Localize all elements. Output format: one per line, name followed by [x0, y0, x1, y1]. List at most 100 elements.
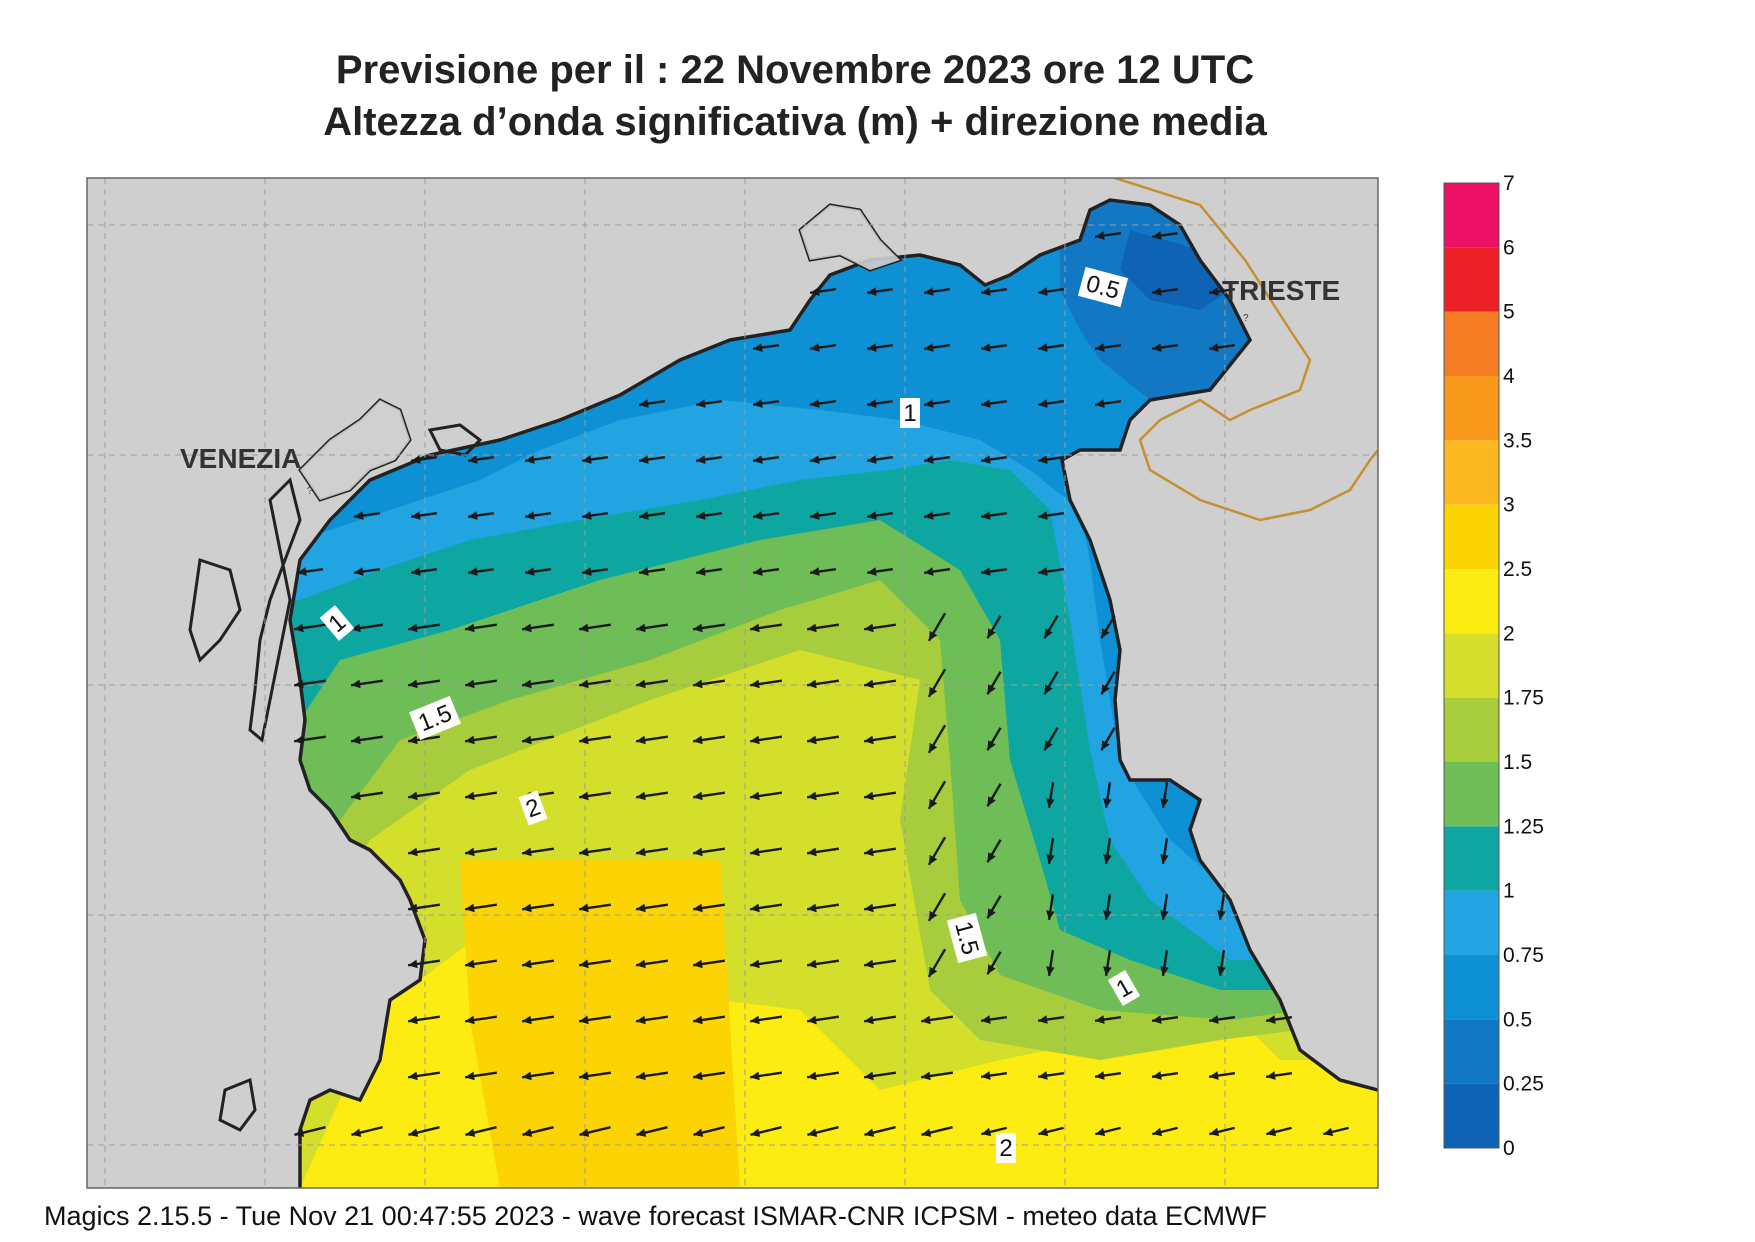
- wave-arrow: [806, 1071, 840, 1081]
- wave-arrow: [581, 511, 609, 520]
- wave-arrow: [524, 455, 552, 464]
- wave-arrow: [1037, 455, 1065, 464]
- wave-arrow: [1152, 1126, 1178, 1137]
- wave-arrow: [923, 567, 951, 576]
- wave-arrow: [1094, 231, 1122, 240]
- wave-arrow: [524, 511, 552, 520]
- wave-arrow: [692, 903, 726, 913]
- wave-arrow: [927, 612, 947, 642]
- wave-arrow: [1265, 1071, 1293, 1080]
- wave-arrow: [464, 679, 498, 689]
- wave-direction-arrows: [293, 231, 1349, 1137]
- colorbar-swatch: [1444, 955, 1499, 1020]
- wave-arrow: [693, 1126, 725, 1137]
- wave-arrow: [578, 847, 612, 857]
- wave-arrow: [809, 511, 837, 520]
- contour-label: 1: [903, 400, 916, 427]
- wave-arrow: [695, 511, 723, 520]
- wave-arrow: [1046, 781, 1055, 809]
- wave-arrow: [980, 399, 1008, 408]
- wave-arrow: [1046, 893, 1055, 921]
- wave-arrow: [521, 1071, 555, 1081]
- wave-arrow: [863, 903, 897, 913]
- wave-arrow: [581, 455, 609, 464]
- wave-arrow: [578, 959, 612, 969]
- contour-label: 2: [999, 1135, 1012, 1162]
- wave-arrow: [980, 287, 1008, 296]
- wave-arrow: [986, 727, 1002, 751]
- wave-arrow: [464, 1015, 498, 1025]
- wave-arrow: [465, 1126, 497, 1137]
- colorbar-tick-label: 3.5: [1503, 429, 1532, 452]
- wave-arrow: [1103, 893, 1112, 921]
- map-frame: [86, 177, 1379, 1189]
- wave-arrow: [1037, 399, 1065, 408]
- wave-arrow: [578, 1015, 612, 1025]
- wave-arrow: [521, 623, 555, 633]
- wave-arrow: [986, 783, 1002, 807]
- wave-arrow: [1037, 511, 1065, 520]
- colorbar-swatch: [1444, 826, 1499, 891]
- wave-arrow: [293, 735, 327, 745]
- colorbar-tick-label: 2: [1503, 622, 1515, 645]
- wave-arrow: [752, 399, 780, 408]
- colorbar-swatch: [1444, 311, 1499, 376]
- wave-arrow: [980, 343, 1008, 352]
- colorbar-tick-label: 1: [1503, 880, 1515, 903]
- wave-arrow: [636, 1126, 668, 1137]
- colorbar-tick-label: 7: [1503, 172, 1515, 195]
- wave-arrow: [635, 735, 669, 745]
- wave-arrow: [407, 679, 441, 689]
- wave-arrow: [581, 567, 609, 576]
- wave-arrow: [1266, 1126, 1292, 1137]
- wave-arrow: [692, 791, 726, 801]
- wave-arrow: [638, 455, 666, 464]
- wave-arrow: [1046, 837, 1055, 865]
- wave-arrow: [863, 679, 897, 689]
- wave-arrow: [749, 791, 783, 801]
- wave-arrow: [1100, 615, 1116, 639]
- colorbar-tick-label: 6: [1503, 236, 1515, 259]
- wave-arrow: [866, 287, 894, 296]
- wave-arrow: [866, 455, 894, 464]
- wave-arrow: [864, 1126, 896, 1137]
- wave-arrow: [692, 1071, 726, 1081]
- wave-arrow: [350, 679, 384, 689]
- wave-arrow: [1265, 1015, 1293, 1024]
- wave-arrow: [692, 1015, 726, 1025]
- colorbar-tick-label: 1.5: [1503, 751, 1532, 774]
- wave-arrow: [806, 1015, 840, 1025]
- map-title-line2: Altezza d’onda significativa (m) + direz…: [323, 100, 1267, 144]
- colorbar-legend: 0 0.25 0.5 0.75 1 1.25 1.5 1.75 2 2.5 3 3.5 4 5 6 7: [1443, 172, 1544, 1160]
- wave-arrow: [407, 735, 441, 745]
- wave-arrow: [752, 511, 780, 520]
- wave-arrow: [927, 836, 947, 866]
- wave-arrow: [296, 567, 324, 576]
- wave-arrow: [350, 623, 384, 633]
- wave-arrow: [923, 399, 951, 408]
- colorbar-tick-label: 2.5: [1503, 558, 1532, 581]
- wave-arrow: [294, 1126, 326, 1137]
- wave-arrow: [578, 903, 612, 913]
- wave-arrow: [1151, 1071, 1179, 1080]
- wave-arrow: [749, 623, 783, 633]
- wave-arrow: [986, 895, 1002, 919]
- wave-arrow: [353, 511, 381, 520]
- wave-arrow: [1151, 287, 1179, 296]
- wave-arrow: [638, 399, 666, 408]
- wave-arrow: [923, 343, 951, 352]
- colorbar-swatch: [1444, 890, 1499, 955]
- wave-arrow: [407, 623, 441, 633]
- wave-arrow: [1160, 949, 1169, 977]
- wave-arrow: [464, 847, 498, 857]
- wave-arrow: [927, 724, 947, 754]
- wave-arrow: [980, 1015, 1008, 1024]
- wave-arrow: [692, 679, 726, 689]
- colorbar-tick-label: 5: [1503, 301, 1515, 324]
- wave-arrow: [1037, 1071, 1065, 1080]
- wave-arrow: [351, 1126, 383, 1137]
- wave-arrow: [980, 1071, 1008, 1080]
- wave-arrow: [635, 679, 669, 689]
- wave-arrow: [752, 455, 780, 464]
- wave-arrow: [806, 791, 840, 801]
